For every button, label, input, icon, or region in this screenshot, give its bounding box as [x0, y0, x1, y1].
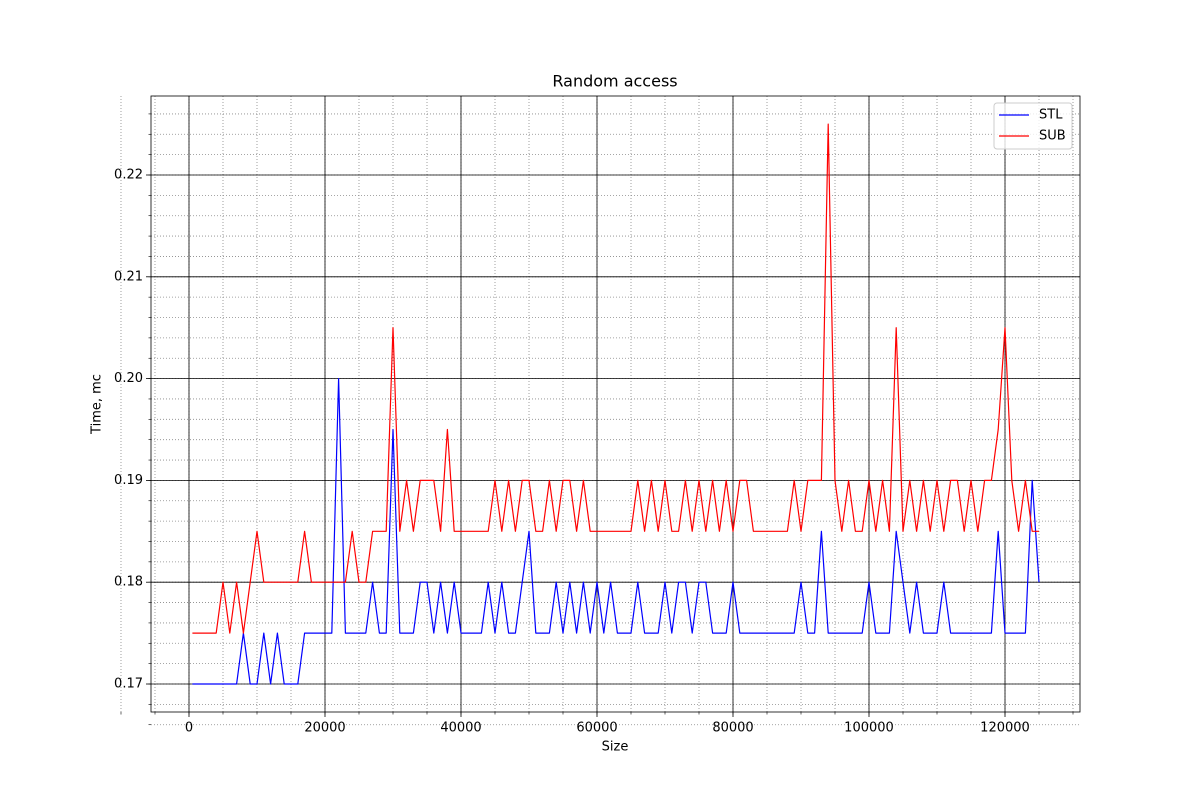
legend-label: SUB	[1039, 129, 1066, 144]
plot-frame	[150, 95, 1081, 713]
y-axis-label: Time, mc	[90, 374, 105, 435]
y-tick-label: 0.17	[114, 677, 143, 692]
y-tick-label: 0.21	[114, 269, 143, 284]
series-line	[192, 378, 1040, 685]
series-line	[192, 123, 1039, 634]
x-tick-label: 20000	[304, 721, 345, 736]
y-tick-label: 0.22	[114, 167, 143, 182]
x-tick-label: 0	[185, 721, 193, 736]
x-axis-label: Size	[602, 740, 629, 755]
chart-title: Random access	[552, 72, 677, 91]
legend-label: STL	[1039, 108, 1063, 123]
x-tick-label: 100000	[844, 721, 894, 736]
x-tick-label: 60000	[576, 721, 617, 736]
y-tick-label: 0.20	[114, 371, 143, 386]
x-tick-label: 120000	[980, 721, 1030, 736]
y-tick-label: 0.19	[114, 473, 143, 488]
y-tick-label: 0.18	[114, 575, 143, 590]
x-tick-label: 80000	[712, 721, 753, 736]
x-tick-label: 40000	[440, 721, 481, 736]
